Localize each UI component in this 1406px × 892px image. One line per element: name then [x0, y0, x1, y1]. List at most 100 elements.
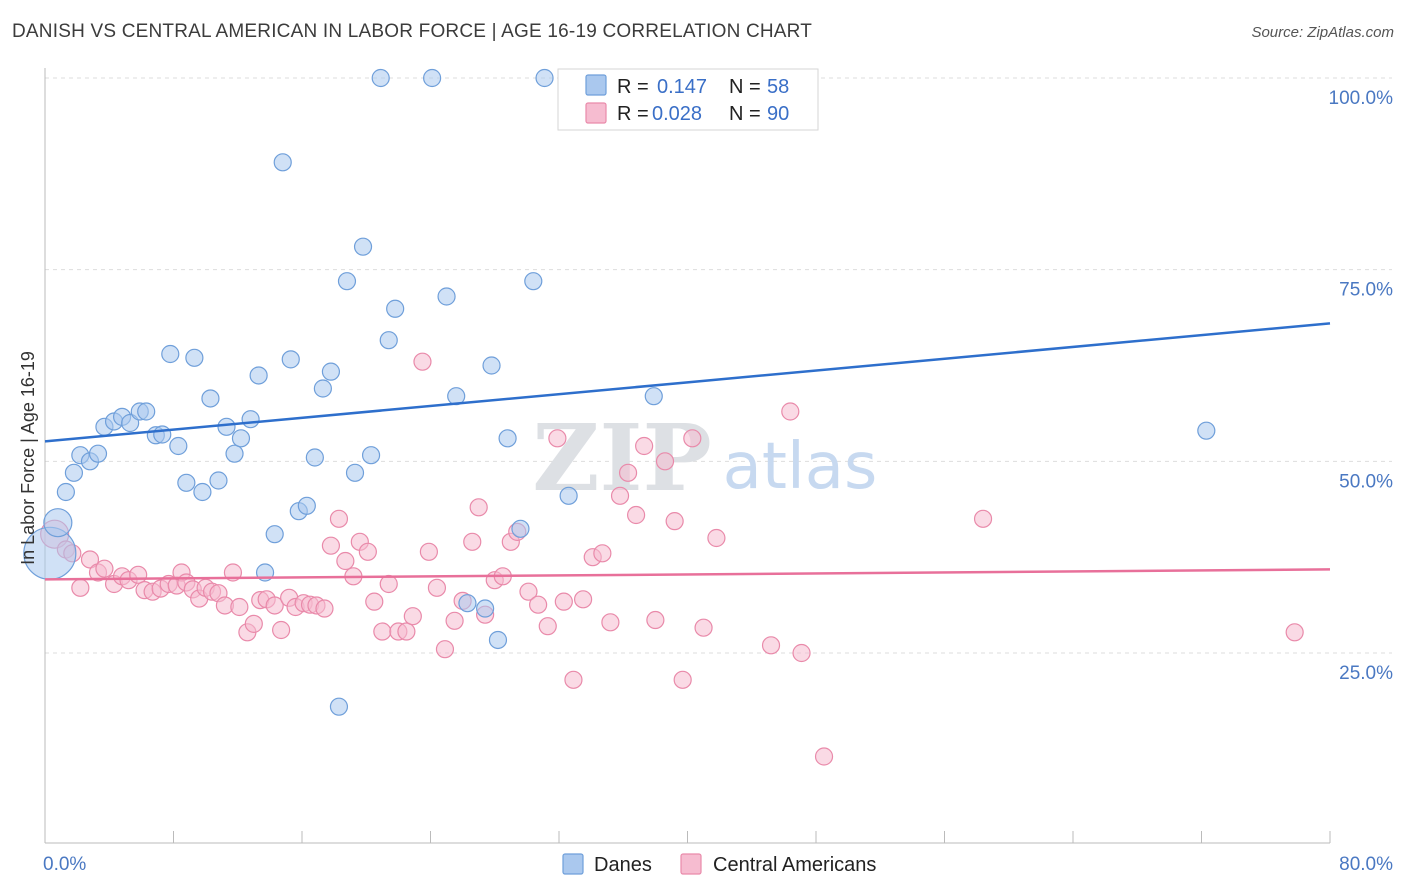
central-americans-point: [635, 436, 654, 456]
danes-point: [241, 410, 260, 429]
central-americans-point: [336, 551, 355, 571]
central-americans-point: [761, 636, 781, 655]
central-americans-point: [618, 463, 638, 482]
central-americans-point: [573, 590, 593, 609]
danes-point: [524, 272, 543, 291]
central-americans-point: [379, 574, 398, 594]
danes-point: [193, 482, 212, 502]
y-tick-labels: 25.0% 50.0% 75.0% 100.0%: [1329, 88, 1394, 684]
danes-point: [379, 331, 398, 350]
danes-point: [353, 237, 373, 256]
legend-label-central-americans: Central Americans: [713, 854, 876, 876]
danes-point: [482, 356, 501, 375]
y-tick-label: 75.0%: [1339, 280, 1393, 301]
central-americans-point: [321, 536, 341, 555]
central-americans-point: [673, 670, 692, 689]
danes-point: [458, 594, 477, 613]
central-americans-point: [973, 509, 993, 528]
legend-n-value: 90: [767, 103, 789, 125]
danes-point: [337, 272, 357, 291]
legend-r-value: 0.147: [657, 76, 707, 98]
danes-point: [511, 519, 530, 538]
watermark-atlas: atlas: [723, 430, 878, 504]
legend-r-label: R =: [617, 76, 649, 98]
central-americans-point: [469, 498, 488, 517]
legend-label-danes: Danes: [594, 854, 652, 876]
x-tick-labels: 0.0% 80.0%: [43, 854, 1393, 875]
danes-point: [88, 444, 108, 463]
central-americans-point: [593, 544, 612, 563]
danes-point: [321, 362, 341, 381]
danes-point: [1197, 421, 1216, 440]
central-americans-point: [548, 429, 567, 448]
danes-point: [559, 486, 578, 505]
central-americans-point: [315, 599, 334, 618]
danes-point: [371, 68, 390, 88]
central-americans-point: [610, 486, 630, 505]
danes-points: [23, 68, 1216, 716]
danes-point: [297, 496, 316, 515]
source-credit: Source: ZipAtlas.com: [1251, 24, 1394, 41]
x-tick-label: 0.0%: [43, 854, 86, 875]
legend-r-label: R =: [617, 103, 649, 125]
danes-point: [185, 348, 204, 367]
central-americans-point: [435, 640, 455, 659]
central-americans-point: [781, 402, 800, 421]
danes-point: [329, 697, 349, 716]
danes-point: [43, 508, 73, 538]
central-americans-point: [95, 559, 114, 578]
central-americans-point: [564, 670, 583, 689]
danes-point: [177, 473, 196, 492]
danes-point: [535, 68, 554, 88]
danes-point: [249, 366, 268, 385]
danes-point: [169, 436, 188, 456]
central-americans-point: [427, 578, 447, 597]
central-americans-point: [814, 747, 834, 766]
danes-point: [305, 448, 324, 467]
legend-n-label: N =: [729, 76, 761, 98]
central-americans-point: [792, 643, 811, 663]
legend-swatch-central-americans: [680, 853, 702, 875]
danes-point: [437, 287, 456, 306]
central-americans-point: [1285, 623, 1304, 642]
y-tick-label: 100.0%: [1329, 88, 1394, 109]
danes-point: [225, 444, 244, 463]
central-americans-point: [419, 542, 438, 561]
central-americans-point: [445, 611, 464, 630]
danes-point: [209, 471, 228, 490]
central-americans-point: [463, 532, 482, 551]
y-axis-title: In Labor Force | Age 16-19: [18, 351, 38, 565]
danes-point: [488, 630, 508, 650]
legend-swatch-danes: [585, 74, 607, 96]
central-americans-point: [397, 622, 416, 641]
danes-point: [231, 429, 251, 448]
legend-r-value: 0.028: [652, 103, 702, 125]
grid-lines: [45, 77, 1392, 654]
central-americans-point: [358, 542, 377, 561]
danes-point: [201, 389, 220, 408]
watermark: ZIP atlas: [532, 404, 877, 512]
chart-title: DANISH VS CENTRAL AMERICAN IN LABOR FORC…: [12, 21, 813, 42]
central-americans-point: [272, 620, 291, 640]
central-americans-point: [538, 617, 557, 636]
danes-trend-line: [44, 322, 1331, 443]
danes-point: [273, 153, 292, 172]
danes-point: [217, 417, 236, 436]
trend-lines: [44, 322, 1331, 581]
y-tick-label: 50.0%: [1339, 471, 1393, 492]
central-americans-point: [665, 512, 684, 531]
central-americans-point: [646, 610, 665, 630]
danes-point: [153, 425, 172, 444]
central-americans-point: [80, 550, 100, 569]
central-americans-point: [230, 597, 249, 617]
danes-point: [644, 387, 663, 406]
central-americans-point: [519, 582, 538, 601]
legend-swatch-danes: [562, 853, 584, 875]
central-americans-point: [683, 429, 702, 448]
central-americans-point: [626, 505, 646, 525]
central-americans-point: [265, 596, 284, 615]
danes-point: [386, 299, 405, 318]
central-americans-point: [244, 614, 263, 633]
y-tick-label: 25.0%: [1339, 663, 1393, 684]
